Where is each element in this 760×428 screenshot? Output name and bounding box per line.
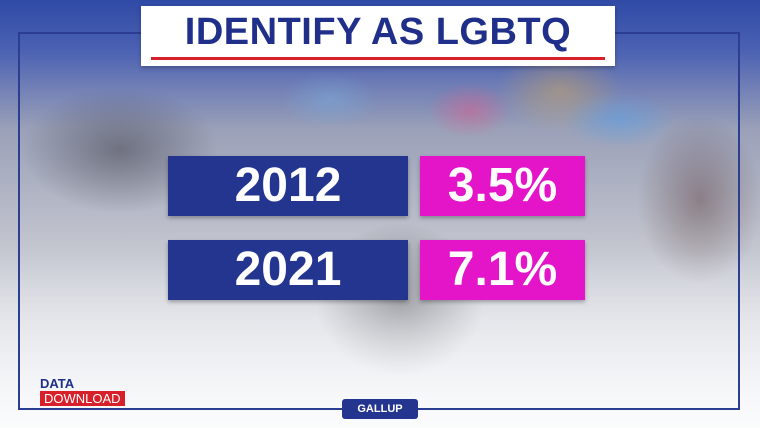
logo-top-text: DATA (40, 376, 75, 391)
page-title: IDENTIFY AS LGBTQ (184, 11, 572, 53)
data-download-logo: DATA DOWNLOAD (40, 377, 160, 407)
graphic-frame (18, 32, 740, 410)
percent-value-2021: 7.1% (420, 240, 585, 300)
title-underline (151, 57, 605, 60)
source-badge: GALLUP (342, 399, 418, 419)
logo-bottom-text: DOWNLOAD (40, 391, 125, 406)
percent-value-2012: 3.5% (420, 156, 585, 216)
year-label-2012: 2012 (168, 156, 408, 216)
year-label-2021: 2021 (168, 240, 408, 300)
title-card: IDENTIFY AS LGBTQ (141, 6, 615, 66)
